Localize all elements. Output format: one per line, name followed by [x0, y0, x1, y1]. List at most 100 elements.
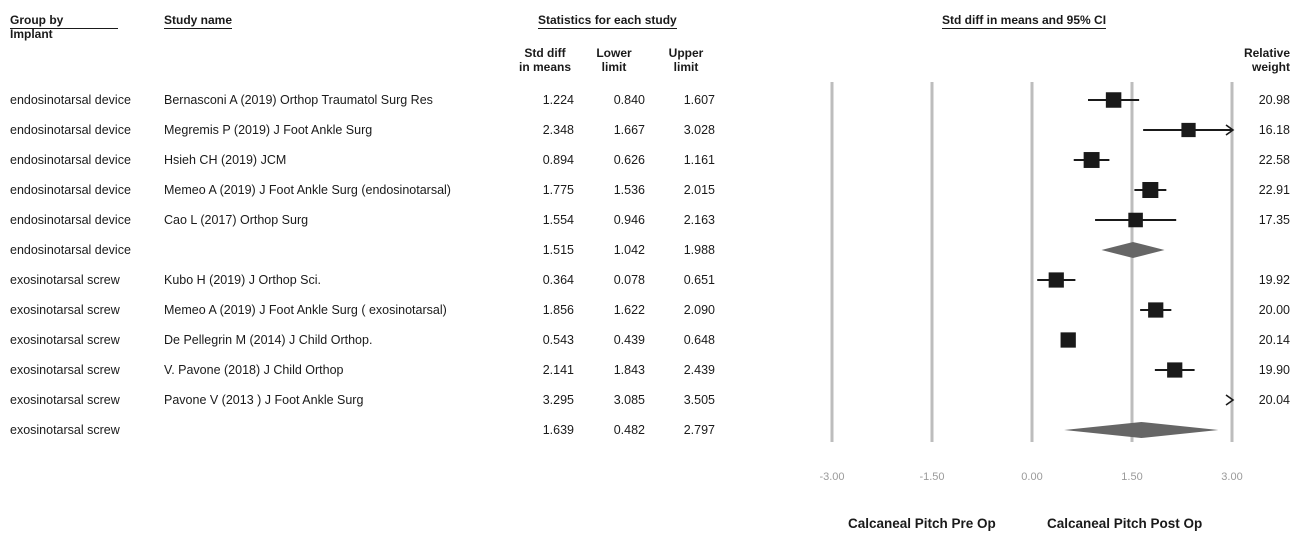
- group-cell: endosinotarsal device: [10, 123, 131, 137]
- point-estimate: [1148, 302, 1164, 318]
- group-cell: exosinotarsal screw: [10, 363, 120, 377]
- study-cell: Cao L (2017) Orthop Surg: [164, 213, 309, 227]
- summary-diamond: [1064, 422, 1219, 438]
- statistics-label: Statistics for each study: [538, 13, 677, 29]
- point-estimate: [1128, 212, 1143, 228]
- weight-cell: 20.00: [1258, 303, 1290, 317]
- weight-cell: 22.91: [1258, 183, 1290, 197]
- relweight-line1: Relative: [1243, 46, 1290, 60]
- weight-cell: 19.90: [1258, 363, 1290, 377]
- ci-arrow: [1225, 394, 1235, 406]
- point-estimate: [1181, 122, 1196, 138]
- x-tick-label: 0.00: [1021, 471, 1042, 483]
- x-tick-label: 1.50: [1121, 471, 1142, 483]
- upper-cell: 1.161: [683, 153, 715, 167]
- ci-arrow: [1225, 124, 1235, 136]
- group-by-header: Group by Implant: [10, 13, 118, 41]
- weight-cell: 20.04: [1258, 393, 1290, 407]
- smd-cell: 1.639: [542, 423, 574, 437]
- smd-cell: 1.554: [542, 213, 574, 227]
- std-diff-col-header: Std diff in means: [512, 46, 578, 74]
- upper-cell: 2.015: [683, 183, 715, 197]
- lower-cell: 1.622: [613, 303, 645, 317]
- footer-right-label: Calcaneal Pitch Post Op: [1047, 516, 1203, 531]
- upper-cell: 2.797: [683, 423, 715, 437]
- upper-cell: 0.648: [683, 333, 715, 347]
- upper-cell: 1.607: [683, 93, 715, 107]
- smd-cell: 3.295: [542, 393, 574, 407]
- lower-cell: 1.536: [613, 183, 645, 197]
- lower-cell: 1.042: [613, 243, 645, 257]
- std-diff-line2: in means: [518, 60, 572, 74]
- upper-cell: 1.988: [683, 243, 715, 257]
- smd-cell: 0.543: [542, 333, 574, 347]
- lower-line1: Lower: [596, 46, 632, 60]
- weight-cell: 22.58: [1258, 153, 1290, 167]
- smd-cell: 0.894: [542, 153, 574, 167]
- study-name-header: Study name: [164, 13, 233, 29]
- summary-diamond: [1101, 242, 1165, 258]
- lower-cell: 0.482: [613, 423, 645, 437]
- point-estimate: [1142, 182, 1159, 198]
- lower-line2: limit: [601, 60, 627, 74]
- group-cell: endosinotarsal device: [10, 213, 131, 227]
- study-cell: Hsieh CH (2019) JCM: [164, 153, 287, 167]
- study-cell: V. Pavone (2018) J Child Orthop: [164, 363, 344, 377]
- group-by-sub-label: Implant: [10, 27, 53, 41]
- group-cell: exosinotarsal screw: [10, 303, 120, 317]
- std-diff-line1: Std diff: [524, 46, 566, 60]
- study-cell: Bernasconi A (2019) Orthop Traumatol Sur…: [164, 93, 433, 107]
- lower-cell: 3.085: [613, 393, 645, 407]
- group-cell: endosinotarsal device: [10, 93, 131, 107]
- smd-cell: 1.775: [542, 183, 574, 197]
- study-cell: Memeo A (2019) J Foot Ankle Surg ( exosi…: [164, 303, 447, 317]
- group-by-label: Group by: [10, 13, 118, 29]
- relweight-col-header: Relative weight: [1232, 46, 1290, 74]
- upper-cell: 2.439: [683, 363, 715, 377]
- smd-cell: 2.141: [542, 363, 574, 377]
- point-estimate: [1060, 332, 1076, 348]
- group-cell: exosinotarsal screw: [10, 273, 120, 287]
- relweight-line2: weight: [1252, 60, 1290, 74]
- study-cell: Megremis P (2019) J Foot Ankle Surg: [164, 123, 373, 137]
- upper-cell: 3.028: [683, 123, 715, 137]
- lower-cell: 0.439: [613, 333, 645, 347]
- upper-cell: 2.163: [683, 213, 715, 227]
- smd-cell: 0.364: [542, 273, 574, 287]
- statistics-header: Statistics for each study: [538, 13, 677, 29]
- group-cell: exosinotarsal screw: [10, 393, 120, 407]
- study-cell: Kubo H (2019) J Orthop Sci.: [164, 273, 322, 287]
- point-estimate: [1048, 272, 1064, 288]
- group-cell: exosinotarsal screw: [10, 333, 120, 347]
- lower-cell: 0.626: [613, 153, 645, 167]
- weight-cell: 19.92: [1258, 273, 1290, 287]
- plot-title-label: Std diff in means and 95% CI: [942, 13, 1107, 29]
- lower-cell: 1.667: [613, 123, 645, 137]
- upper-line2: limit: [673, 60, 699, 74]
- point-estimate: [1083, 152, 1100, 168]
- smd-cell: 1.515: [542, 243, 574, 257]
- upper-col-header: Upper limit: [660, 46, 712, 74]
- weight-cell: 17.35: [1258, 213, 1290, 227]
- upper-cell: 2.090: [683, 303, 715, 317]
- point-estimate: [1167, 362, 1183, 378]
- study-name-label: Study name: [164, 13, 233, 29]
- lower-cell: 0.078: [613, 273, 645, 287]
- group-cell: endosinotarsal device: [10, 243, 131, 257]
- smd-cell: 1.856: [542, 303, 574, 317]
- smd-cell: 2.348: [542, 123, 574, 137]
- footer-left-label: Calcaneal Pitch Pre Op: [848, 516, 996, 531]
- upper-cell: 3.505: [683, 393, 715, 407]
- lower-cell: 0.946: [613, 213, 645, 227]
- upper-cell: 0.651: [683, 273, 715, 287]
- study-cell: Pavone V (2013 ) J Foot Ankle Surg: [164, 393, 364, 407]
- group-cell: endosinotarsal device: [10, 153, 131, 167]
- lower-cell: 1.843: [613, 363, 645, 377]
- upper-line1: Upper: [668, 46, 704, 60]
- x-tick-label: -1.50: [919, 471, 944, 483]
- lower-cell: 0.840: [613, 93, 645, 107]
- weight-cell: 16.18: [1258, 123, 1290, 137]
- plot-title: Std diff in means and 95% CI: [942, 13, 1107, 29]
- x-tick-label: 3.00: [1221, 471, 1242, 483]
